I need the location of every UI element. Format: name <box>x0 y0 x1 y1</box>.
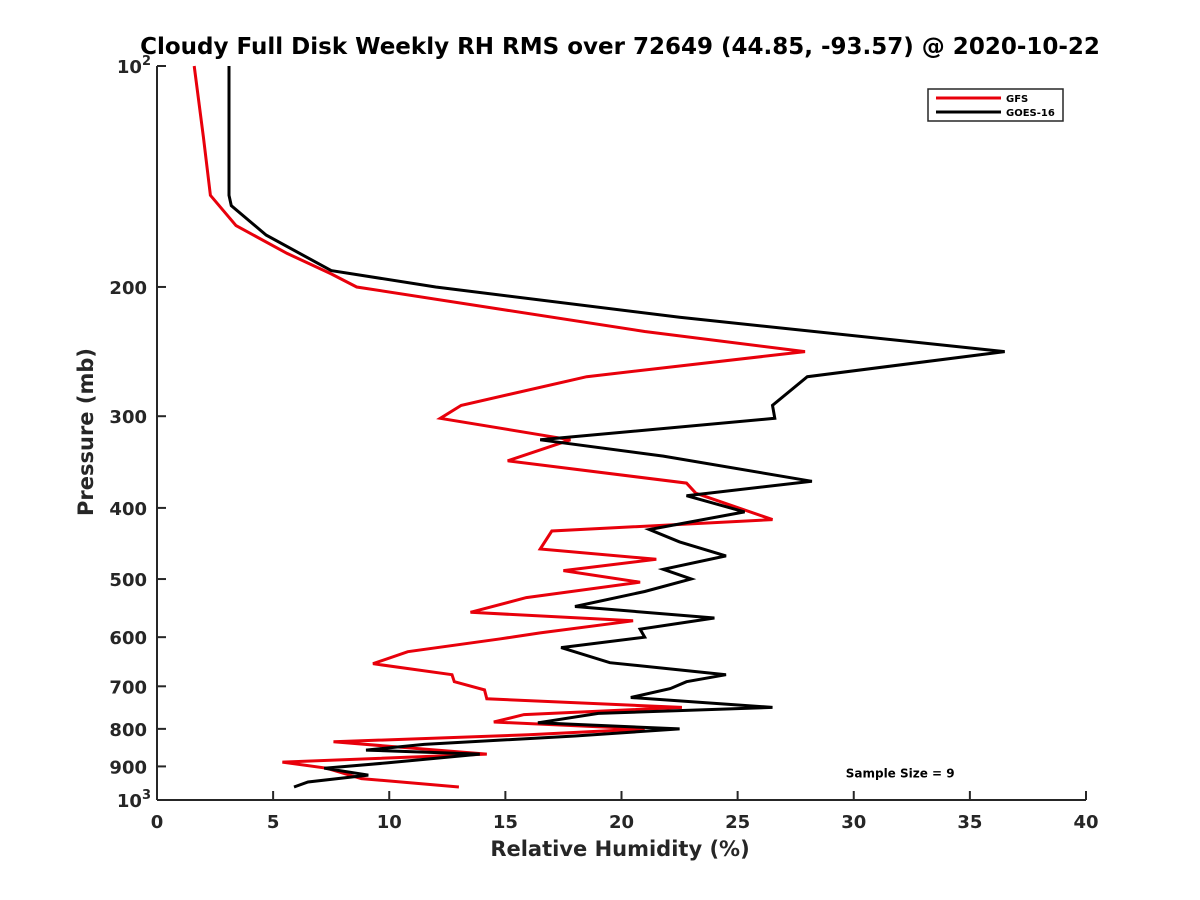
x-axis-label: Relative Humidity (%) <box>490 837 749 861</box>
legend: GFS GOES-16 <box>927 88 1064 122</box>
series-layer <box>192 65 1005 789</box>
plot-area: 0 5 10 15 20 25 30 35 40 102 200 300 400 500 600 700 80… <box>109 54 1098 833</box>
chart-title: Cloudy Full Disk Weekly RH RMS over 7264… <box>140 34 1100 60</box>
x-tick-label: 40 <box>1073 812 1098 833</box>
x-tick-label: 30 <box>841 812 866 833</box>
y-tick-label: 200 <box>109 278 147 299</box>
x-axis: 0 5 10 15 20 25 30 35 40 <box>151 791 1099 833</box>
y-tick-label: 700 <box>109 677 147 698</box>
legend-box <box>927 88 1064 122</box>
x-tick-label: 25 <box>725 812 750 833</box>
x-tick-label: 15 <box>493 812 518 833</box>
legend-label-gfs: GFS <box>1006 94 1028 105</box>
series-line-goes-16 <box>227 66 1005 789</box>
legend-label-goes-16: GOES-16 <box>1006 108 1055 119</box>
x-tick-label: 20 <box>609 812 634 833</box>
annotations: Sample Size = 9 <box>846 766 955 780</box>
x-tick-label: 0 <box>151 812 164 833</box>
y-tick-label: 900 <box>109 757 147 778</box>
y-tick-label: 400 <box>109 499 147 520</box>
y-tick-label: 800 <box>109 720 147 741</box>
x-tick-label: 10 <box>377 812 402 833</box>
y-axis: 102 200 300 400 500 600 700 800 900 103 <box>109 54 166 812</box>
y-tick-label: 600 <box>109 628 147 649</box>
x-tick-label: 35 <box>957 812 982 833</box>
y-tick-label: 102 <box>117 54 151 78</box>
y-tick-label: 500 <box>109 570 147 591</box>
y-tick-label: 103 <box>117 788 151 812</box>
series-line-gfs <box>192 65 806 789</box>
x-tick-label: 5 <box>267 812 280 833</box>
y-tick-label: 300 <box>109 407 147 428</box>
sample-size-annotation: Sample Size = 9 <box>846 766 955 780</box>
y-axis-label: Pressure (mb) <box>74 348 98 516</box>
